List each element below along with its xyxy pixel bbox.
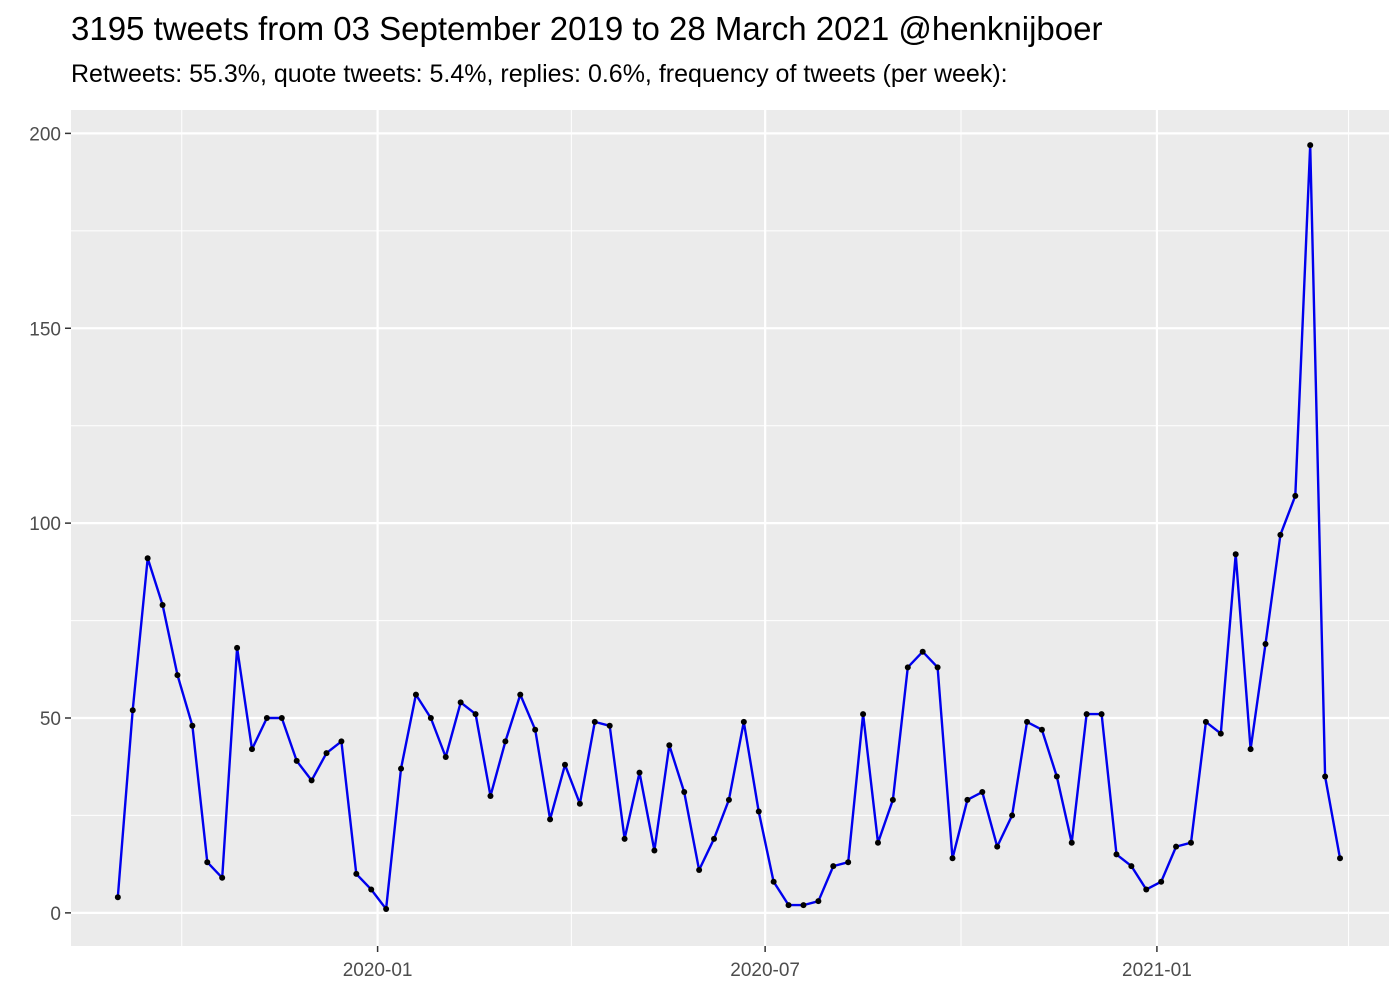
data-point xyxy=(1068,839,1075,846)
data-point xyxy=(1158,878,1165,885)
data-point xyxy=(904,664,911,671)
data-point xyxy=(114,894,121,901)
data-point xyxy=(934,664,941,671)
data-point xyxy=(1232,551,1239,558)
data-point xyxy=(845,859,852,866)
x-tick-label: 2021-01 xyxy=(1122,960,1192,981)
data-point xyxy=(1083,711,1090,718)
data-point xyxy=(949,855,956,862)
data-point xyxy=(219,874,226,881)
data-point xyxy=(1128,863,1135,870)
y-tick-label: 50 xyxy=(40,709,61,730)
data-point xyxy=(1173,843,1180,850)
data-point xyxy=(248,746,255,753)
data-point xyxy=(338,738,345,745)
y-tick-label: 200 xyxy=(29,124,61,145)
data-point xyxy=(323,750,330,757)
data-point xyxy=(189,722,196,729)
x-tick-label: 2020-07 xyxy=(730,960,800,981)
x-tick-label: 2020-01 xyxy=(343,960,413,981)
data-point xyxy=(1247,746,1254,753)
data-point xyxy=(1262,640,1269,647)
data-point xyxy=(1053,773,1060,780)
data-point xyxy=(1143,886,1150,893)
data-point xyxy=(368,886,375,893)
y-tick-label: 150 xyxy=(29,319,61,340)
data-point xyxy=(204,859,211,866)
minor-grid xyxy=(71,110,1389,946)
data-point xyxy=(398,765,405,772)
chart-subtitle: Retweets: 55.3%, quote tweets: 5.4%, rep… xyxy=(71,60,1008,88)
data-points xyxy=(114,142,1344,912)
data-point xyxy=(502,738,509,745)
data-point xyxy=(636,769,643,776)
data-point xyxy=(129,707,136,714)
data-point xyxy=(860,711,867,718)
data-point xyxy=(994,843,1001,850)
major-grid xyxy=(71,110,1389,946)
y-tick-label: 0 xyxy=(50,904,61,925)
data-point xyxy=(606,722,613,729)
data-point xyxy=(979,789,986,796)
data-point xyxy=(770,878,777,885)
data-point xyxy=(711,835,718,842)
data-point xyxy=(159,601,166,608)
data-point xyxy=(174,672,181,679)
data-point xyxy=(144,555,151,562)
data-point xyxy=(383,905,390,912)
data-point xyxy=(1337,855,1344,862)
data-point xyxy=(278,715,285,721)
data-point xyxy=(651,847,658,854)
data-point xyxy=(681,789,688,796)
data-point xyxy=(755,808,762,815)
data-point xyxy=(517,691,524,698)
data-point xyxy=(1277,531,1284,538)
data-point xyxy=(740,718,747,725)
data-point xyxy=(591,718,598,725)
data-point xyxy=(234,644,241,651)
data-point xyxy=(1292,492,1299,499)
data-point xyxy=(353,870,360,877)
data-point xyxy=(1024,718,1031,725)
data-point xyxy=(800,902,807,909)
data-point xyxy=(815,898,822,905)
data-point xyxy=(1217,730,1224,737)
data-point xyxy=(1322,773,1329,780)
axes: 0 50 100 150 200 2020-01 2020-07 2021-01 xyxy=(29,124,1191,981)
data-point xyxy=(1187,839,1194,846)
data-point xyxy=(457,699,464,706)
data-point xyxy=(1098,711,1105,718)
data-point xyxy=(532,726,539,733)
data-point xyxy=(427,715,434,721)
data-point xyxy=(293,757,300,764)
data-point xyxy=(830,863,837,870)
data-point xyxy=(964,796,971,803)
data-point xyxy=(308,777,315,784)
data-point xyxy=(785,902,792,909)
data-point xyxy=(472,711,479,718)
chart-title: 3195 tweets from 03 September 2019 to 28… xyxy=(71,10,1103,47)
data-point xyxy=(1113,851,1120,858)
data-point xyxy=(1307,142,1314,149)
data-point xyxy=(1009,812,1016,819)
data-point xyxy=(696,867,703,873)
data-point xyxy=(576,800,583,807)
data-point xyxy=(263,715,270,721)
data-point xyxy=(412,691,419,698)
data-point xyxy=(487,792,494,799)
data-point xyxy=(874,839,881,846)
plot-panel-background xyxy=(71,110,1389,946)
data-point xyxy=(547,816,554,823)
data-point xyxy=(1038,726,1045,733)
data-point xyxy=(1202,718,1209,725)
data-point xyxy=(561,761,568,768)
data-point xyxy=(666,742,673,749)
data-point xyxy=(889,796,896,803)
data-point xyxy=(725,796,732,803)
y-tick-label: 100 xyxy=(29,514,61,535)
data-point xyxy=(621,835,628,842)
data-point xyxy=(442,753,449,760)
data-point xyxy=(919,648,926,655)
